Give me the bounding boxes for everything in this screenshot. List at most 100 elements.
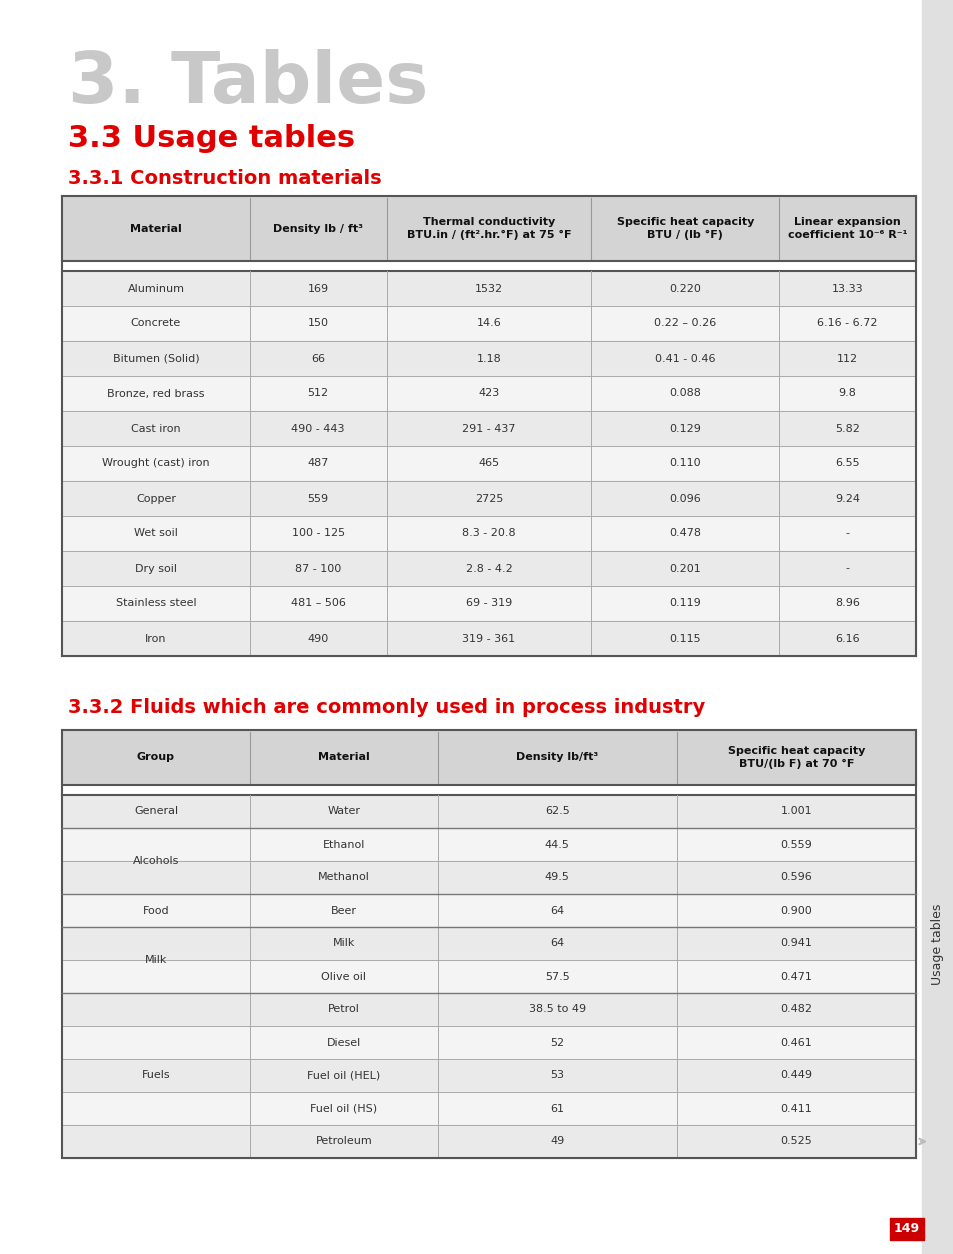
Bar: [62, 795, 915, 828]
Text: 2725: 2725: [475, 494, 502, 504]
Text: 38.5 to 49: 38.5 to 49: [528, 1004, 585, 1014]
Text: 0.220: 0.220: [669, 283, 700, 293]
Bar: [62, 927, 915, 961]
Bar: [62, 411, 915, 446]
Text: -: -: [844, 563, 849, 573]
Text: Stainless steel: Stainless steel: [115, 598, 196, 608]
Text: 0.471: 0.471: [780, 972, 812, 982]
Text: 0.478: 0.478: [669, 528, 700, 538]
Text: 291 - 437: 291 - 437: [462, 424, 516, 434]
Text: 49.5: 49.5: [544, 873, 569, 883]
Text: 559: 559: [307, 494, 329, 504]
Text: Olive oil: Olive oil: [321, 972, 366, 982]
Text: 64: 64: [550, 938, 564, 948]
Text: 0.941: 0.941: [780, 938, 812, 948]
Text: 150: 150: [308, 319, 329, 329]
Text: 9.8: 9.8: [838, 389, 856, 399]
Text: Fuel oil (HEL): Fuel oil (HEL): [307, 1071, 380, 1081]
Text: 3.3.1 Construction materials: 3.3.1 Construction materials: [68, 169, 381, 188]
Text: 8.96: 8.96: [835, 598, 860, 608]
Bar: [62, 271, 915, 306]
Text: Bitumen (Solid): Bitumen (Solid): [112, 354, 199, 364]
Text: Cast iron: Cast iron: [131, 424, 180, 434]
Text: General: General: [133, 806, 178, 816]
Bar: [62, 1058, 915, 1092]
Text: Wrought (cast) iron: Wrought (cast) iron: [102, 459, 210, 469]
Text: Concrete: Concrete: [131, 319, 181, 329]
Bar: [62, 621, 915, 656]
Bar: [62, 376, 915, 411]
Text: 0.115: 0.115: [669, 633, 700, 643]
Bar: [62, 1125, 915, 1157]
Text: 0.119: 0.119: [669, 598, 700, 608]
Bar: [921, 0, 953, 1254]
Text: Milk: Milk: [333, 938, 355, 948]
Bar: [62, 1026, 915, 1058]
Bar: [62, 341, 915, 376]
Text: Methanol: Methanol: [317, 873, 370, 883]
Text: Specific heat capacity
BTU / (lb °F): Specific heat capacity BTU / (lb °F): [616, 217, 753, 240]
Text: 1532: 1532: [475, 283, 502, 293]
Text: 112: 112: [836, 354, 858, 364]
Text: Aluminum: Aluminum: [128, 283, 184, 293]
Bar: [62, 861, 915, 894]
Text: 423: 423: [477, 389, 499, 399]
Text: 3.3.2 Fluids which are commonly used in process industry: 3.3.2 Fluids which are commonly used in …: [68, 698, 704, 717]
Bar: [62, 551, 915, 586]
Text: 0.096: 0.096: [669, 494, 700, 504]
Text: Iron: Iron: [145, 633, 167, 643]
Text: 66: 66: [311, 354, 325, 364]
Text: 0.411: 0.411: [780, 1104, 811, 1114]
Text: 487: 487: [307, 459, 329, 469]
Text: 52: 52: [550, 1037, 564, 1047]
Bar: [62, 306, 915, 341]
Text: 319 - 361: 319 - 361: [462, 633, 515, 643]
Text: Fuel oil (HS): Fuel oil (HS): [310, 1104, 377, 1114]
Text: 1.001: 1.001: [780, 806, 811, 816]
Bar: [62, 785, 915, 795]
Text: Material: Material: [130, 223, 182, 233]
Text: 49: 49: [550, 1136, 564, 1146]
Text: 6.16: 6.16: [835, 633, 859, 643]
Text: 0.201: 0.201: [669, 563, 700, 573]
Text: Food: Food: [143, 905, 169, 915]
Text: 14.6: 14.6: [476, 319, 501, 329]
Text: Alcohols: Alcohols: [132, 856, 179, 867]
Text: 0.110: 0.110: [669, 459, 700, 469]
Bar: [62, 961, 915, 993]
Text: 0.41 - 0.46: 0.41 - 0.46: [655, 354, 715, 364]
Text: Diesel: Diesel: [326, 1037, 360, 1047]
Text: 0.900: 0.900: [780, 905, 811, 915]
Bar: [62, 730, 915, 785]
Text: 8.3 - 20.8: 8.3 - 20.8: [461, 528, 516, 538]
Text: Group: Group: [137, 752, 174, 762]
Text: Linear expansion
coefficient 10⁻⁶ R⁻¹: Linear expansion coefficient 10⁻⁶ R⁻¹: [787, 217, 906, 240]
Text: Wet soil: Wet soil: [133, 528, 177, 538]
Text: 61: 61: [550, 1104, 564, 1114]
Text: 3. Tables: 3. Tables: [68, 49, 428, 118]
Bar: [62, 894, 915, 927]
Text: 512: 512: [307, 389, 329, 399]
Text: Material: Material: [317, 752, 370, 762]
Bar: [62, 446, 915, 482]
Text: 169: 169: [307, 283, 329, 293]
Text: 100 - 125: 100 - 125: [292, 528, 344, 538]
Text: 5.82: 5.82: [835, 424, 860, 434]
Bar: [62, 1092, 915, 1125]
Text: 0.482: 0.482: [780, 1004, 812, 1014]
Text: 69 - 319: 69 - 319: [465, 598, 512, 608]
Text: 481 – 506: 481 – 506: [291, 598, 345, 608]
Text: Bronze, red brass: Bronze, red brass: [107, 389, 205, 399]
Text: Usage tables: Usage tables: [930, 903, 943, 984]
Text: 2.8 - 4.2: 2.8 - 4.2: [465, 563, 512, 573]
Text: 490: 490: [307, 633, 329, 643]
Text: Beer: Beer: [331, 905, 356, 915]
Bar: [62, 482, 915, 515]
Text: 87 - 100: 87 - 100: [294, 563, 341, 573]
Text: Petroleum: Petroleum: [315, 1136, 372, 1146]
Text: 0.559: 0.559: [780, 839, 811, 849]
Text: Fuels: Fuels: [141, 1071, 170, 1081]
Text: 13.33: 13.33: [831, 283, 862, 293]
Text: 0.596: 0.596: [780, 873, 811, 883]
Text: 9.24: 9.24: [834, 494, 860, 504]
